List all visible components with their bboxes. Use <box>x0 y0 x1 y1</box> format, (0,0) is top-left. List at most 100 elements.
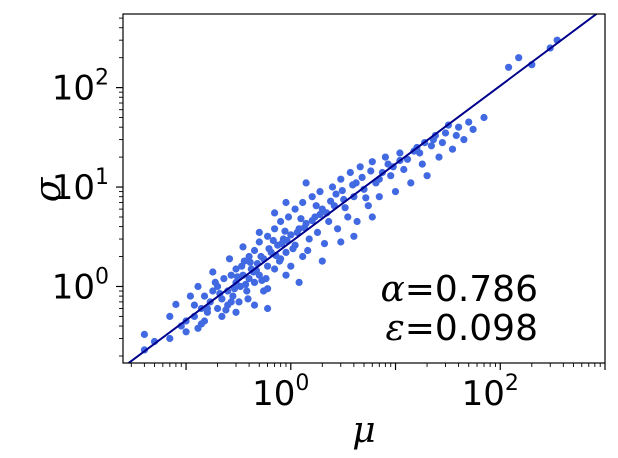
data-point <box>297 215 305 223</box>
data-point <box>316 210 324 219</box>
data-point <box>337 175 345 183</box>
data-point <box>334 225 342 233</box>
data-point <box>211 278 219 286</box>
x-tick-label: 100 <box>252 371 309 414</box>
data-point <box>227 298 235 306</box>
y-tick-label: 102 <box>52 66 109 109</box>
data-point <box>350 232 358 240</box>
data-point <box>308 193 316 201</box>
alpha-value: =0.786 <box>405 269 538 310</box>
data-point <box>218 295 226 303</box>
data-point <box>271 209 279 217</box>
fit-line-layer <box>126 14 599 363</box>
data-point <box>346 168 354 177</box>
data-point <box>381 153 389 161</box>
data-point <box>308 217 316 225</box>
data-point <box>455 123 463 131</box>
data-point <box>186 292 194 300</box>
data-point <box>460 136 468 144</box>
data-point <box>299 252 307 261</box>
y-tick-label: 101 <box>52 165 109 208</box>
data-point <box>407 179 415 187</box>
data-point <box>244 295 252 303</box>
data-point <box>271 225 279 233</box>
data-point <box>166 312 174 320</box>
data-point <box>200 292 209 300</box>
data-point <box>302 179 310 187</box>
data-point <box>293 228 301 236</box>
data-point <box>243 287 251 295</box>
data-point <box>384 160 392 168</box>
data-point <box>353 217 361 226</box>
data-point <box>238 262 246 270</box>
data-point <box>172 300 180 308</box>
data-point <box>245 252 253 261</box>
annotation-epsilon: ε=0.098 <box>385 308 538 349</box>
data-point <box>312 202 320 210</box>
data-point <box>166 334 174 343</box>
data-point <box>448 145 457 153</box>
data-point <box>338 187 346 195</box>
tick-base: 10 <box>52 267 95 307</box>
tick-base: 10 <box>52 168 95 208</box>
fit-line <box>126 14 599 363</box>
tick-exponent: 2 <box>95 66 109 91</box>
data-point <box>264 262 272 270</box>
data-point <box>257 252 265 261</box>
data-point <box>190 301 198 309</box>
data-point <box>438 139 446 147</box>
data-point <box>250 246 259 255</box>
x-tick-label: 102 <box>462 371 519 414</box>
data-point <box>239 243 247 251</box>
data-point <box>325 217 333 226</box>
tick-exponent: 0 <box>295 371 309 396</box>
data-point <box>214 304 222 313</box>
tick-exponent: 1 <box>95 165 109 190</box>
data-point <box>282 198 290 207</box>
data-point <box>328 183 337 191</box>
data-point <box>505 63 513 71</box>
data-point <box>242 280 250 288</box>
y-tick-label: 100 <box>52 264 109 307</box>
data-point <box>209 268 217 276</box>
data-point <box>232 265 240 273</box>
data-point <box>250 278 259 286</box>
tick-base: 10 <box>252 374 295 414</box>
data-point <box>441 129 450 137</box>
data-point <box>304 246 312 255</box>
data-point <box>344 213 352 221</box>
alpha-symbol: α <box>380 269 404 310</box>
data-point <box>230 285 239 293</box>
tick-exponent: 0 <box>95 264 109 289</box>
data-point <box>235 298 243 306</box>
data-point <box>480 113 488 122</box>
data-point <box>250 301 259 309</box>
tick-exponent: 2 <box>505 371 519 396</box>
data-point <box>316 188 324 196</box>
data-point <box>416 149 424 157</box>
data-point <box>349 181 357 189</box>
data-point <box>400 165 408 174</box>
data-point <box>282 248 290 256</box>
data-point <box>197 320 205 328</box>
data-point <box>287 262 295 270</box>
data-point <box>362 194 370 202</box>
data-point <box>218 312 226 320</box>
data-point <box>258 276 266 284</box>
data-point <box>265 245 273 253</box>
data-point <box>275 257 284 265</box>
data-point <box>452 131 460 140</box>
data-point <box>391 188 400 196</box>
data-point <box>287 231 295 239</box>
data-point <box>209 287 217 295</box>
data-point <box>194 282 202 291</box>
data-point <box>318 257 326 265</box>
data-point <box>435 153 443 161</box>
tick-base: 10 <box>52 69 95 109</box>
data-point <box>332 190 340 198</box>
data-point <box>264 232 272 240</box>
data-point <box>291 205 299 213</box>
data-point <box>220 275 228 283</box>
data-point <box>227 271 235 279</box>
